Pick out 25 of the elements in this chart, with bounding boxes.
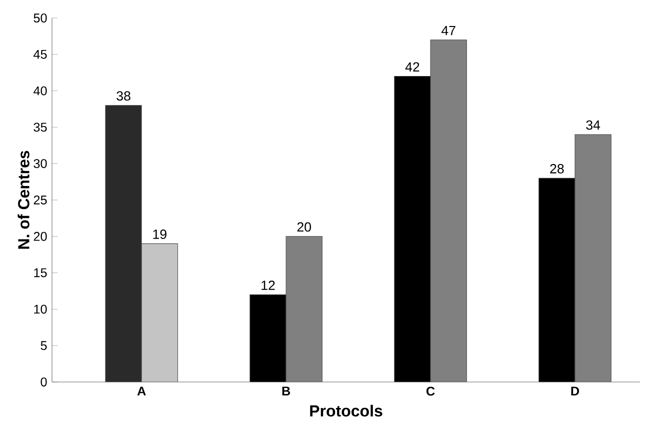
y-tick-label: 40 <box>34 86 47 96</box>
x-tick-label: D <box>571 386 580 396</box>
y-tick-label: 25 <box>34 196 47 204</box>
x-axis-title: Protocols <box>310 404 382 417</box>
data-label: 12 <box>262 280 275 290</box>
y-tick-label: 15 <box>34 268 47 278</box>
data-label: 28 <box>550 164 564 174</box>
y-tick-label: 0 <box>40 378 47 386</box>
y-tick-label: 30 <box>34 159 47 168</box>
data-label: 20 <box>297 222 312 232</box>
data-label: 42 <box>405 62 420 72</box>
data-label: 19 <box>153 230 166 239</box>
y-tick-label: 35 <box>34 122 47 132</box>
x-tick-label: A <box>137 386 146 396</box>
data-label: 34 <box>586 120 600 130</box>
y-tick-label: 45 <box>34 50 47 59</box>
x-tick-label: C <box>426 386 435 396</box>
y-tick-label: 5 <box>40 341 47 350</box>
x-tick-label: B <box>282 386 290 396</box>
y-tick-label: 10 <box>34 304 47 314</box>
y-tick-label: 50 <box>34 14 47 22</box>
y-tick-label: 20 <box>34 232 47 241</box>
y-axis-title: N. of Centres <box>18 150 30 249</box>
data-label: 38 <box>116 91 130 101</box>
data-label: 47 <box>441 26 456 36</box>
